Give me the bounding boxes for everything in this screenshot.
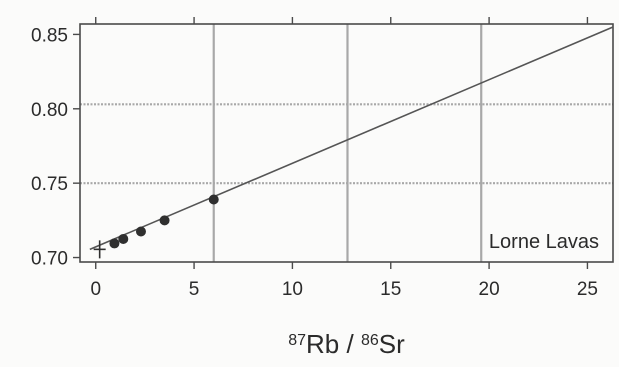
y-axis-tick-label: 0.75 <box>31 174 68 195</box>
data-point <box>208 194 219 205</box>
x-axis-tick-label: 15 <box>380 279 401 300</box>
data-point <box>159 215 170 226</box>
axis-tick-labels: 0 5 10 15 20 25 0.70 0.75 0.80 0.85 <box>31 25 598 300</box>
data-point <box>118 233 129 244</box>
y-axis-tick-label: 0.80 <box>31 100 68 121</box>
chart-annotation: Lorne Lavas <box>489 231 599 253</box>
fit-line-group <box>89 26 614 251</box>
y-axis-tick-label: 0.85 <box>31 25 68 46</box>
x-axis-label: 87Rb / 86Sr <box>288 329 405 359</box>
x-label-numerator-mass: 87 <box>288 332 306 349</box>
x-label-denominator-element: Sr <box>379 329 405 359</box>
x-label-separator: / <box>339 329 361 359</box>
x-axis-tick-label: 10 <box>282 279 303 300</box>
x-label-denominator-mass: 86 <box>361 332 379 349</box>
data-point-plus <box>93 240 106 259</box>
y-axis-tick-label: 0.70 <box>31 249 68 270</box>
x-axis-tick-label: 0 <box>90 279 101 300</box>
data-point <box>135 226 146 237</box>
data-point <box>109 238 120 249</box>
data-points <box>93 194 219 259</box>
gridlines <box>80 24 613 262</box>
isochron-fit-line <box>89 26 614 251</box>
x-axis-tick-label: 25 <box>577 279 598 300</box>
x-label-numerator-element: Rb <box>306 329 339 359</box>
x-axis-tick-label: 20 <box>479 279 500 300</box>
x-axis-tick-label: 5 <box>189 279 200 300</box>
axis-ticks <box>73 17 589 269</box>
plot-frame <box>79 23 614 263</box>
